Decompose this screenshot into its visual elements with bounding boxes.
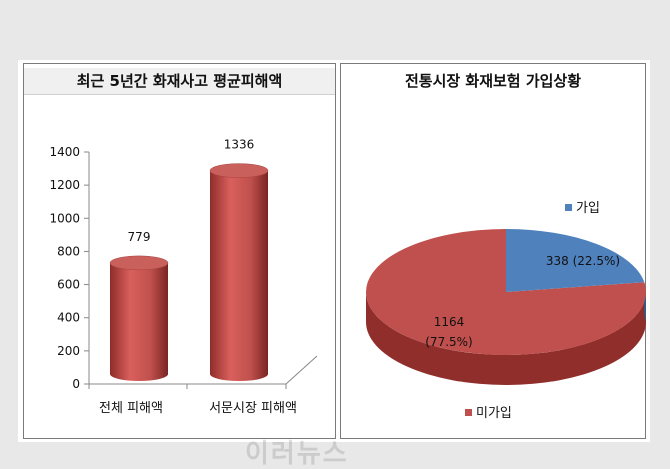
x-category-label: 서문시장 피해액: [209, 401, 297, 416]
bar-value-label: 779: [128, 230, 151, 244]
pie-chart-title: 전통시장 화재보험 가입상황: [404, 72, 582, 90]
y-tick-label: 600: [57, 278, 80, 292]
pie-slice-subscribed: [506, 229, 645, 292]
pie-side-wall: [366, 292, 646, 385]
x-category-label: 전체 피해액: [99, 401, 163, 416]
y-tick-label: 1000: [49, 211, 80, 225]
y-tick-label: 200: [57, 344, 80, 358]
chart-frame: 최근 5년간 화재사고 평균피해액 0 200 400 600 800 1000 1200 1…: [18, 60, 650, 442]
legend-label: 미가입: [476, 406, 512, 421]
y-tick-label: 1200: [49, 178, 80, 192]
y-tick-label: 0: [72, 377, 80, 391]
pie-slice-percent: (77.5%): [425, 335, 472, 349]
x-axis-depth-line: [285, 355, 318, 385]
y-tick-label: 800: [57, 244, 80, 258]
bar-chart-svg: 0 200 400 600 800 1000 1200 1400 779 전체 피해액 1336 서문…: [49, 138, 318, 416]
bar-cylinder: [210, 170, 268, 381]
legend-marker: [465, 409, 472, 416]
y-tick-label: 400: [57, 311, 80, 325]
bar-cylinder-top: [209, 163, 269, 178]
pie-slice-label: 338 (22.5%): [546, 254, 620, 268]
bar-cylinder: [110, 262, 168, 381]
watermark-logo: 이러뉴스: [245, 439, 349, 469]
pie-slice-unsubscribed: [366, 229, 646, 356]
y-tick-label: 1400: [49, 145, 80, 159]
bar-chart-panel: 최근 5년간 화재사고 평균피해액 0 200 400 600 800 1000 1200 1…: [23, 63, 336, 439]
pie-slice-value: 1164: [434, 315, 465, 329]
legend-label: 가입: [576, 201, 600, 216]
legend-marker: [565, 204, 572, 211]
bar-value-label: 1336: [224, 138, 255, 152]
bar-cylinder-top: [109, 255, 169, 271]
bar-chart-title: 최근 5년간 화재사고 평균피해액: [24, 68, 335, 95]
